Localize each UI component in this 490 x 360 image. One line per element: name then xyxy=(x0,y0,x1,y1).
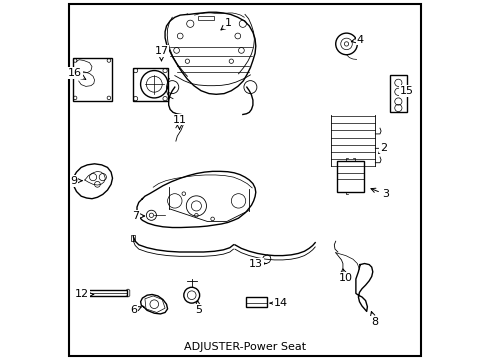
Polygon shape xyxy=(262,255,271,264)
Bar xyxy=(130,235,135,241)
Text: 2: 2 xyxy=(379,143,387,153)
Bar xyxy=(198,16,215,20)
Text: ADJUSTER-Power Seat: ADJUSTER-Power Seat xyxy=(184,342,306,352)
Polygon shape xyxy=(141,294,168,314)
Text: 4: 4 xyxy=(351,35,364,45)
Polygon shape xyxy=(176,122,183,141)
Text: 12: 12 xyxy=(75,289,94,300)
Text: 10: 10 xyxy=(339,269,353,283)
Text: 3: 3 xyxy=(371,188,389,199)
Polygon shape xyxy=(356,264,373,311)
Text: 15: 15 xyxy=(400,86,414,97)
Bar xyxy=(390,75,407,112)
Text: 14: 14 xyxy=(270,298,288,308)
Text: 16: 16 xyxy=(68,68,86,80)
Polygon shape xyxy=(73,164,113,199)
Text: 9: 9 xyxy=(71,176,82,186)
Text: 17: 17 xyxy=(154,46,169,61)
Text: 8: 8 xyxy=(370,311,378,327)
Text: 13: 13 xyxy=(249,258,267,269)
Bar xyxy=(245,297,267,307)
Bar xyxy=(337,161,364,192)
Text: 5: 5 xyxy=(195,301,202,315)
Text: 11: 11 xyxy=(172,114,187,129)
Text: 6: 6 xyxy=(130,305,142,315)
Text: 1: 1 xyxy=(221,18,232,30)
Bar xyxy=(73,58,112,101)
Bar xyxy=(87,290,127,296)
Polygon shape xyxy=(137,171,256,228)
Text: 7: 7 xyxy=(132,211,145,221)
Bar xyxy=(133,68,168,101)
